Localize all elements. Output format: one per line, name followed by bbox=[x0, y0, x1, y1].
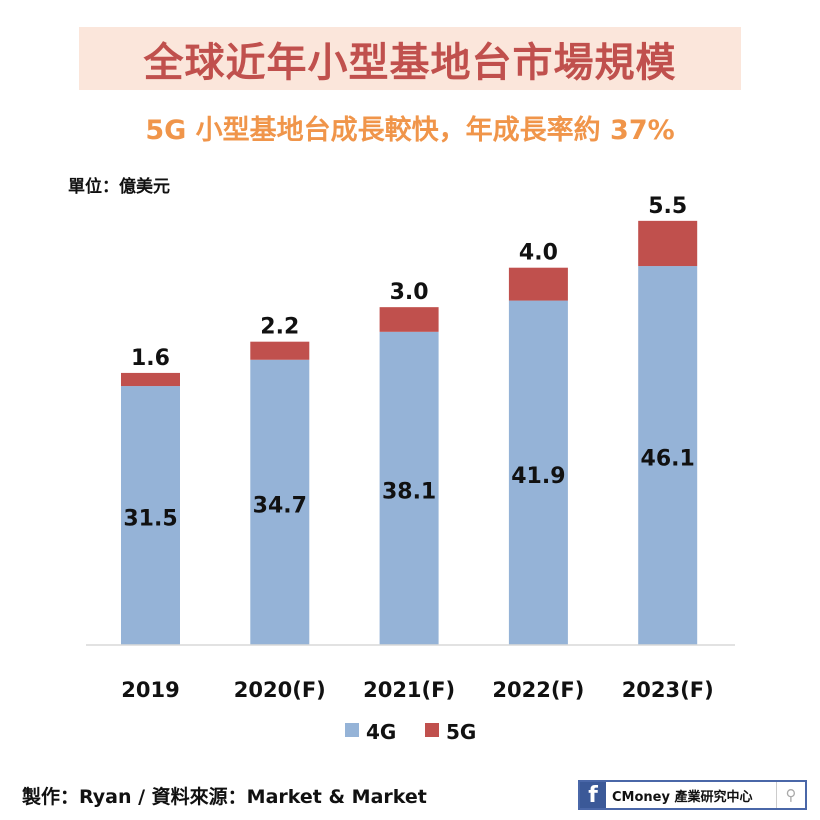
data-label-4g: 41.9 bbox=[511, 464, 565, 489]
bar-5g bbox=[638, 220, 698, 267]
bar-4g bbox=[508, 300, 568, 645]
data-label-4g: 46.1 bbox=[641, 447, 695, 472]
facebook-icon: f bbox=[580, 782, 606, 808]
unit-label: 單位：億美元 bbox=[68, 177, 170, 197]
data-label-5g: 1.6 bbox=[131, 346, 170, 371]
bar-5g bbox=[379, 307, 439, 332]
bar-4g bbox=[638, 266, 698, 645]
x-tick-label: 2022(F) bbox=[492, 678, 584, 702]
data-label-5g: 3.0 bbox=[390, 280, 429, 305]
x-tick-label: 2019 bbox=[121, 678, 179, 702]
data-label-5g: 4.0 bbox=[519, 241, 558, 266]
source-credit: 製作：Ryan / 資料來源：Market & Market bbox=[22, 786, 427, 808]
title-box: 全球近年小型基地台市場規模 bbox=[79, 27, 741, 90]
chart-subtitle: 5G 小型基地台成長較快，年成長率約 37% bbox=[145, 115, 675, 146]
x-tick-label: 2021(F) bbox=[363, 678, 455, 702]
data-label-4g: 38.1 bbox=[382, 479, 436, 504]
legend-swatch-4g bbox=[345, 723, 359, 737]
chart-title: 全球近年小型基地台市場規模 bbox=[143, 39, 677, 86]
logo-text: CMoney 產業研究中心 bbox=[612, 789, 753, 805]
x-tick-label: 2020(F) bbox=[234, 678, 326, 702]
search-icon: ⚲ bbox=[776, 782, 805, 808]
bar-4g bbox=[250, 359, 310, 645]
data-label-4g: 31.5 bbox=[123, 507, 177, 532]
legend-label-5g: 5G bbox=[446, 720, 476, 744]
legend-swatch-5g bbox=[425, 723, 439, 737]
bar-5g bbox=[508, 267, 568, 301]
bar-5g bbox=[121, 372, 180, 387]
cmoney-logo: f CMoney 產業研究中心 ⚲ bbox=[578, 780, 807, 810]
data-label-5g: 2.2 bbox=[260, 315, 299, 340]
bar-4g bbox=[121, 386, 180, 645]
data-label-5g: 5.5 bbox=[648, 194, 687, 219]
data-label-4g: 34.7 bbox=[253, 493, 307, 518]
bar-4g bbox=[379, 331, 439, 645]
bar-5g bbox=[250, 341, 310, 360]
legend-label-4g: 4G bbox=[366, 720, 396, 744]
x-tick-label: 2023(F) bbox=[622, 678, 714, 702]
